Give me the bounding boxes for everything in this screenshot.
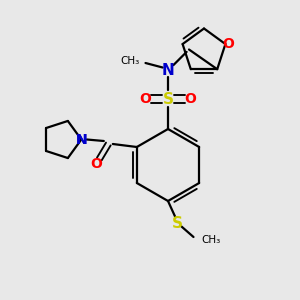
Text: CH₃: CH₃ <box>201 235 220 245</box>
Text: N: N <box>162 63 174 78</box>
Text: N: N <box>76 133 87 146</box>
Text: CH₃: CH₃ <box>121 56 140 66</box>
Text: S: S <box>163 92 173 106</box>
Text: N: N <box>76 133 87 146</box>
Text: O: O <box>184 92 196 106</box>
Text: O: O <box>140 92 152 106</box>
Text: O: O <box>90 157 102 170</box>
Text: O: O <box>223 37 234 51</box>
Text: S: S <box>172 216 182 231</box>
